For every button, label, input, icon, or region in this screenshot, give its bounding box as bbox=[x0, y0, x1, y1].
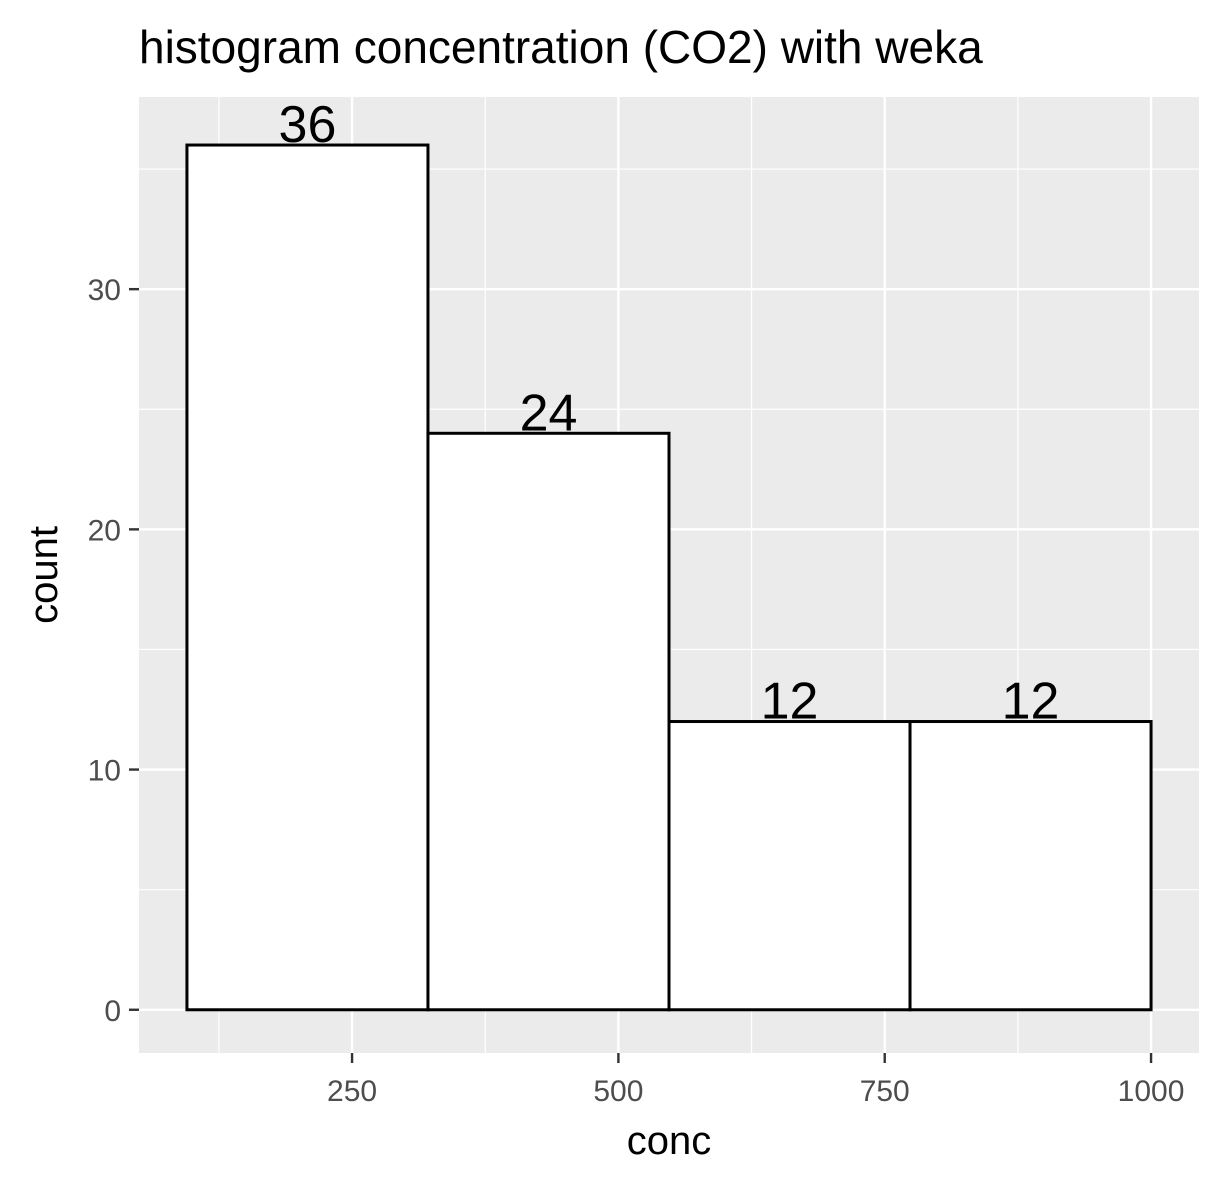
y-tick-label: 20 bbox=[88, 514, 121, 547]
x-tick-label: 750 bbox=[860, 1075, 910, 1108]
y-tick-label: 0 bbox=[104, 995, 121, 1028]
x-tick-label: 500 bbox=[593, 1075, 643, 1108]
x-tick-label: 250 bbox=[327, 1075, 377, 1108]
chart-title: histogram concentration (CO2) with weka bbox=[139, 21, 983, 73]
y-tick-label: 30 bbox=[88, 274, 121, 307]
bar-value-labels: 36 24 12 12 bbox=[279, 96, 1060, 730]
histogram-bars bbox=[185, 143, 1153, 1012]
bar-value-label: 36 bbox=[279, 96, 337, 154]
bar-value-label: 12 bbox=[761, 673, 819, 731]
bar-value-label: 24 bbox=[520, 384, 578, 442]
histogram-bar bbox=[426, 431, 671, 1012]
y-axis-title: count bbox=[22, 526, 66, 624]
axes: 0 10 20 30 250 500 750 1000 bbox=[88, 274, 1185, 1108]
histogram-bar bbox=[667, 720, 912, 1012]
x-axis-title: conc bbox=[627, 1119, 712, 1163]
histogram-bar bbox=[908, 720, 1153, 1012]
y-tick-label: 10 bbox=[88, 755, 121, 788]
x-tick-label: 1000 bbox=[1118, 1075, 1185, 1108]
histogram-bar bbox=[185, 143, 430, 1012]
bar-value-label: 12 bbox=[1002, 673, 1060, 731]
